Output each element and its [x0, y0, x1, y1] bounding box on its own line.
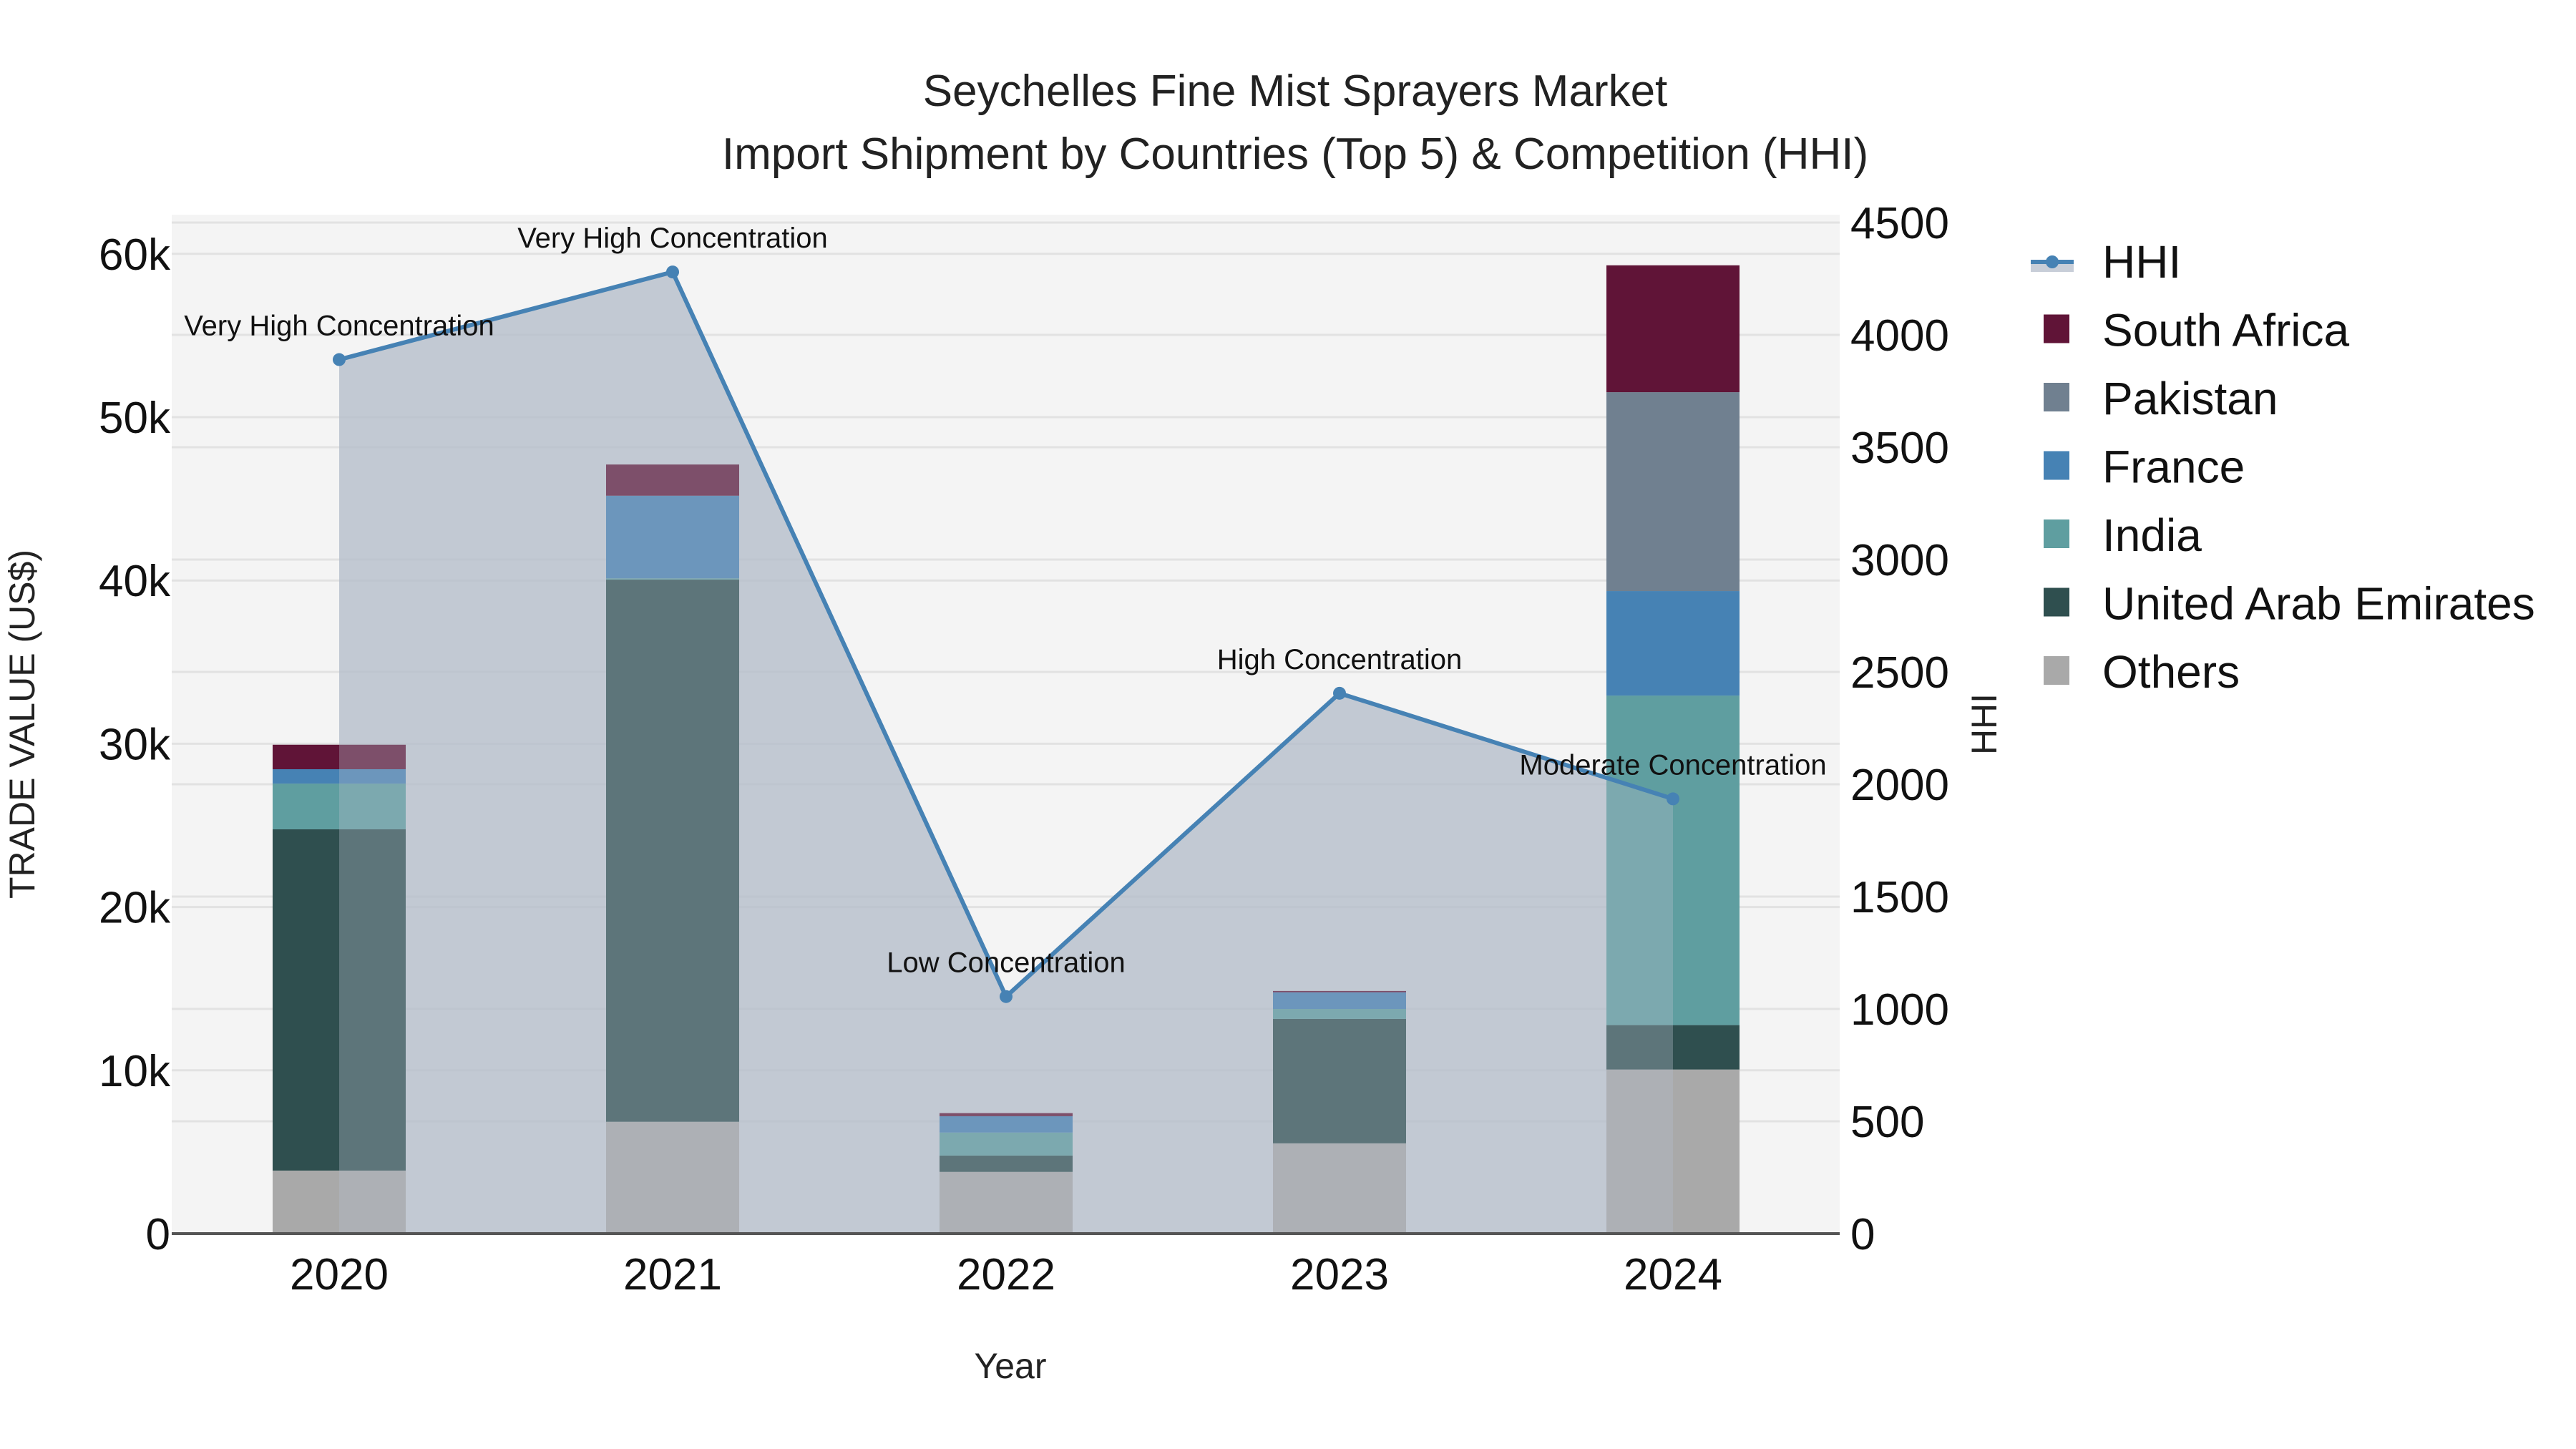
svg-text:3000: 3000	[1850, 536, 1949, 585]
y-left-axis-title: TRADE VALUE (US$)	[2, 550, 42, 899]
bar-segment	[1273, 1018, 1406, 1143]
bar-segment	[606, 578, 739, 580]
svg-text:10k: 10k	[99, 1047, 171, 1096]
legend: HHI South Africa Pakistan France India United…	[2031, 236, 2535, 698]
svg-text:2023: 2023	[1290, 1250, 1389, 1299]
svg-text:2020: 2020	[290, 1250, 389, 1299]
x-ticks: 2020 2021 2022 2023 2024	[290, 1250, 1722, 1299]
svg-text:4000: 4000	[1850, 311, 1949, 361]
svg-text:Pakistan: Pakistan	[2102, 373, 2278, 424]
bar-segment	[1273, 1008, 1406, 1019]
svg-text:2000: 2000	[1850, 761, 1949, 810]
bar-segment	[273, 769, 406, 784]
bar-segment	[1606, 696, 1740, 1025]
svg-text:2500: 2500	[1850, 648, 1949, 698]
svg-text:India: India	[2102, 509, 2202, 561]
svg-text:Moderate Concentration: Moderate Concentration	[1519, 749, 1826, 781]
bar-segment	[1606, 591, 1740, 696]
bar-segment	[273, 784, 406, 829]
bar-segment	[940, 1113, 1073, 1116]
bar-segment	[1606, 392, 1740, 592]
svg-text:30k: 30k	[99, 720, 171, 769]
svg-text:Low Concentration: Low Concentration	[887, 947, 1126, 979]
y-left-ticks: 0 10k 20k 30k 40k 50k 60k	[99, 230, 171, 1259]
bar-segment	[606, 464, 739, 496]
bar-segment	[1606, 1069, 1740, 1234]
bar-segment	[1273, 992, 1406, 1009]
bar-segment	[1606, 1025, 1740, 1070]
svg-text:3500: 3500	[1850, 424, 1949, 473]
bar-segment	[273, 829, 406, 1171]
bar-segment	[273, 1170, 406, 1234]
svg-text:South Africa: South Africa	[2102, 305, 2350, 356]
svg-text:40k: 40k	[99, 557, 171, 606]
bar-segment	[1273, 1143, 1406, 1234]
svg-text:0: 0	[1850, 1210, 1875, 1259]
chart-title-line1: Seychelles Fine Mist Sprayers Market	[923, 67, 1668, 116]
svg-text:Very High Concentration: Very High Concentration	[184, 311, 494, 342]
svg-text:1000: 1000	[1850, 985, 1949, 1035]
bar-segment	[606, 495, 739, 579]
x-axis-title: Year	[974, 1346, 1046, 1386]
bar-segment	[1606, 265, 1740, 393]
bar-segment	[606, 1121, 739, 1234]
svg-text:Very High Concentration: Very High Concentration	[517, 223, 828, 254]
bar-segment	[940, 1171, 1073, 1234]
svg-text:50k: 50k	[99, 394, 171, 443]
svg-text:60k: 60k	[99, 230, 171, 280]
y-right-axis-title: HHI	[1964, 693, 2004, 755]
svg-text:2022: 2022	[957, 1250, 1055, 1299]
svg-text:High Concentration: High Concentration	[1217, 644, 1462, 675]
bar-segment	[273, 744, 406, 769]
hhi-area	[339, 272, 1673, 1234]
svg-text:4500: 4500	[1850, 199, 1949, 248]
bar-segment	[606, 580, 739, 1122]
svg-text:2024: 2024	[1624, 1250, 1722, 1299]
bar-segment	[940, 1132, 1073, 1156]
bar-segment	[940, 1116, 1073, 1133]
y-right-ticks: 0 500 1000 1500 2000 2500 3000 3500 4000 4500	[1850, 199, 1949, 1259]
bar-segment	[940, 1155, 1073, 1172]
svg-text:Others: Others	[2102, 646, 2240, 698]
hhi-line	[333, 265, 1679, 1003]
stacked-bars	[273, 265, 1740, 1234]
bar-segment	[1273, 990, 1406, 992]
hhi-annotations: Very High Concentration Very High Concent…	[184, 223, 1826, 979]
svg-text:2021: 2021	[623, 1250, 722, 1299]
svg-text:United Arab Emirates: United Arab Emirates	[2102, 578, 2535, 630]
chart-title-line2: Import Shipment by Countries (Top 5) & C…	[722, 130, 1868, 179]
svg-text:HHI: HHI	[2102, 236, 2181, 288]
svg-text:France: France	[2102, 441, 2245, 493]
svg-text:0: 0	[146, 1210, 170, 1259]
svg-text:20k: 20k	[99, 884, 171, 933]
svg-text:1500: 1500	[1850, 873, 1949, 922]
svg-text:500: 500	[1850, 1098, 1924, 1147]
